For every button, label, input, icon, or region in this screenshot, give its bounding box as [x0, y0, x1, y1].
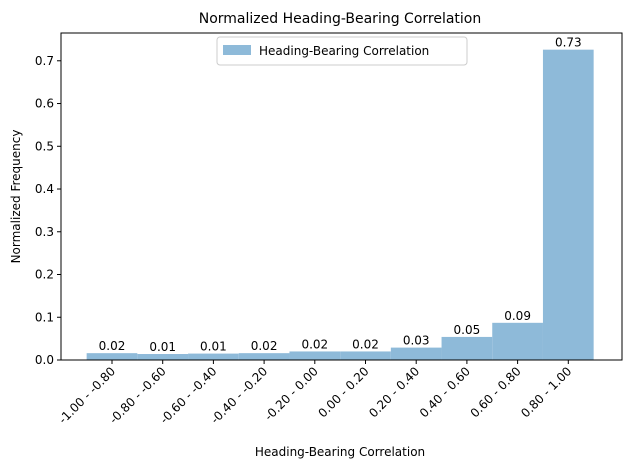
y-tick-label: 0.3 — [35, 225, 54, 239]
y-tick-label: 0.4 — [35, 182, 54, 196]
bar — [542, 49, 594, 360]
bar-value-label: 0.09 — [504, 309, 531, 323]
legend: Heading-Bearing Correlation — [216, 36, 468, 66]
x-axis-label: Heading-Bearing Correlation — [255, 445, 425, 459]
chart-title: Normalized Heading-Bearing Correlation — [199, 11, 482, 27]
legend-frame — [216, 36, 468, 66]
bar-value-label: 0.03 — [403, 334, 430, 348]
bar — [238, 353, 290, 360]
y-tick-label: 0.7 — [35, 54, 54, 68]
x-tick-label: 0.60 - 0.80 — [468, 364, 524, 420]
bar-value-label: 0.01 — [149, 340, 176, 354]
bar — [441, 336, 493, 360]
y-axis: 0.0 0.1 0.2 0.3 0.4 0.5 0.6 0.7 — [35, 54, 61, 367]
bar — [492, 322, 543, 360]
y-tick-label: 0.5 — [35, 139, 54, 153]
bar — [137, 354, 189, 360]
y-tick-label: 0.6 — [35, 97, 54, 111]
x-tick-label: -0.20 - 0.00 — [262, 364, 321, 423]
bar — [86, 353, 138, 360]
bar — [188, 353, 239, 360]
bar — [340, 351, 391, 360]
legend-swatch — [223, 45, 251, 55]
bars-layer — [86, 49, 594, 360]
bar-value-label: 0.02 — [99, 339, 126, 353]
bar-value-label: 0.02 — [352, 337, 379, 351]
bar-value-label: 0.01 — [200, 340, 227, 354]
x-tick-label: 0.20 - 0.40 — [366, 364, 422, 420]
bar-value-label: 0.02 — [301, 337, 328, 351]
x-tick-label: 0.40 - 0.60 — [417, 364, 473, 420]
bar-value-label: 0.02 — [251, 339, 278, 353]
legend-label: Heading-Bearing Correlation — [259, 44, 429, 58]
y-tick-label: 0.1 — [35, 310, 54, 324]
bar-value-label: 0.05 — [454, 323, 481, 337]
plot-frame — [60, 32, 623, 361]
bar — [390, 347, 442, 360]
x-tick-label: 0.00 - 0.20 — [315, 364, 371, 420]
y-axis-label: Normalized Frequency — [9, 130, 23, 264]
bar — [289, 351, 341, 360]
bar-value-label: 0.73 — [555, 36, 582, 50]
bar-labels-layer: 0.02 0.01 0.01 0.02 0.02 0.02 0.03 0.05 0.09 0.73 — [99, 36, 582, 354]
y-tick-label: 0.2 — [35, 268, 54, 282]
x-axis: -1.00 - -0.80-0.80 - -0.60-0.60 - -0.40-… — [56, 360, 574, 426]
x-tick-label: 0.80 - 1.00 — [518, 364, 574, 420]
y-tick-label: 0.0 — [35, 353, 54, 367]
